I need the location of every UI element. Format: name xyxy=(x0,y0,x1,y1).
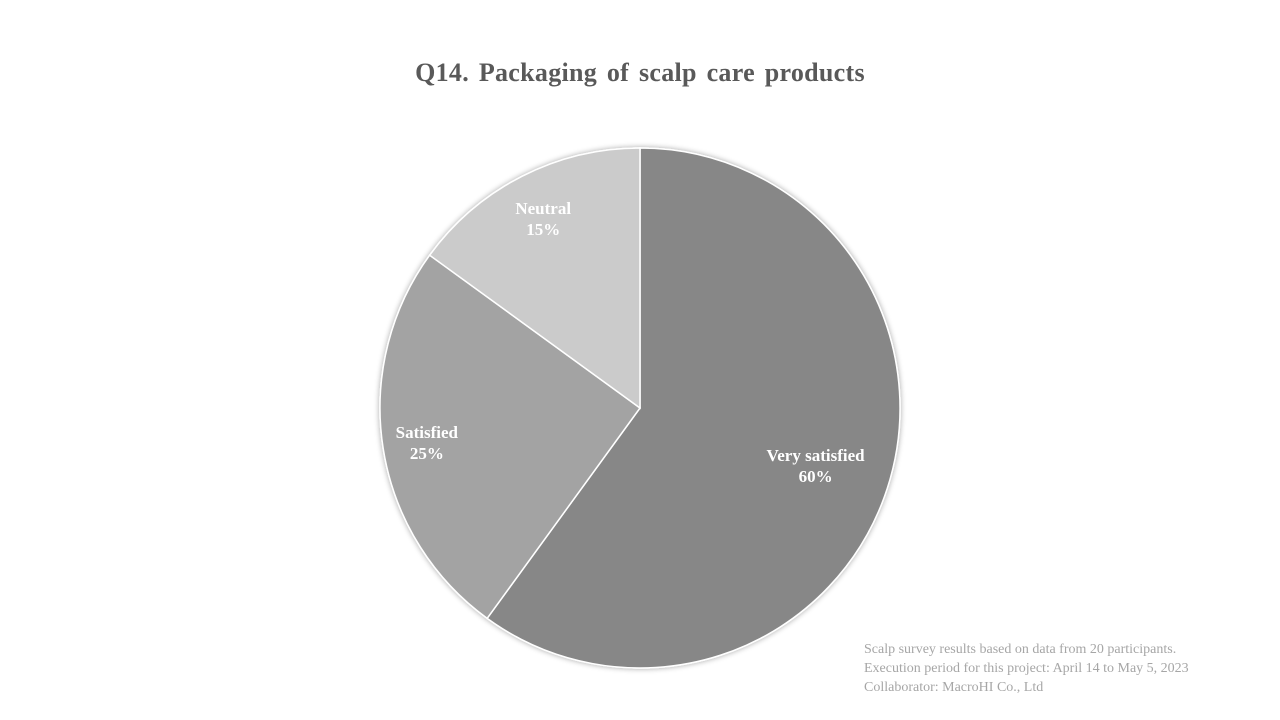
pie-labels: Very satisfied 60% Satisfied 25% Neutral 15% xyxy=(396,199,865,486)
data-label: Very satisfied 60% xyxy=(767,446,866,486)
footnote-line: Collaborator: MacroHI Co., Ltd xyxy=(864,680,1044,695)
data-label-category: Satisfied xyxy=(396,423,459,442)
data-label-value: 60% xyxy=(799,467,833,486)
pie-slice-satisfied xyxy=(379,254,642,620)
pie-slices xyxy=(379,147,901,669)
data-label-value: 25% xyxy=(410,444,444,463)
footnote-line: Execution period for this project: April… xyxy=(864,661,1189,676)
data-label-value: 15% xyxy=(526,220,560,239)
data-label-category: Neutral xyxy=(515,199,571,218)
chart-title: Q14. Packaging of scalp care products xyxy=(415,58,865,87)
data-label: Satisfied 25% xyxy=(396,423,459,463)
footnote: Scalp survey results based on data from … xyxy=(864,640,1274,697)
pie-slice-neutral xyxy=(428,147,641,410)
data-label-category: Very satisfied xyxy=(767,446,866,465)
data-label: Neutral 15% xyxy=(515,199,571,239)
footnote-line: Scalp survey results based on data from … xyxy=(864,642,1177,657)
pie-slice-very-satisfied xyxy=(486,147,901,669)
